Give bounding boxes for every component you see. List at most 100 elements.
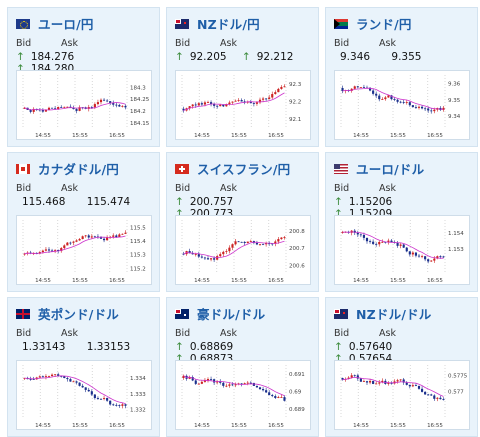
- price-chart[interactable]: 115.5 115.4 115.3 115.2 14:55 15:55 16:55: [16, 215, 152, 285]
- candle-body: [387, 240, 390, 243]
- x-tick-label: 16:55: [109, 278, 125, 284]
- price-values: 1.33143 1.33153: [16, 341, 142, 353]
- gb-flag: [16, 308, 30, 319]
- candle-body: [411, 385, 414, 387]
- candle-body: [255, 385, 259, 388]
- candle-body: [381, 99, 384, 100]
- candle-body: [44, 249, 48, 251]
- currency-pair[interactable]: 豪ドル/ドル: [197, 307, 266, 322]
- y-tick-label: 92.2: [289, 100, 301, 106]
- candle-body: [44, 376, 48, 377]
- moving-average-line: [24, 235, 126, 255]
- price-chart[interactable]: 1.334 1.333 1.332 14:55 15:55 16:55: [16, 360, 152, 430]
- price-chart[interactable]: 1.154 1.153 14:55 15:55 16:55: [334, 215, 470, 285]
- candle-body: [353, 86, 356, 89]
- candle-body: [41, 250, 44, 253]
- rate-card[interactable]: ランド/円 Bid Ask 9.346 9.355 9.36 9.35 9.34 14:…: [325, 7, 478, 147]
- candle-body: [237, 241, 240, 243]
- currency-pair[interactable]: 英ポンド/ドル: [38, 307, 119, 322]
- up-arrow-icon: ↑: [175, 353, 184, 365]
- up-arrow-icon: ↑: [334, 196, 343, 208]
- y-tick-label: 92.3: [289, 82, 302, 88]
- rate-card[interactable]: ユーロ/円 Bid Ask ↑ 184.276 ↑ 184.280 184.3 184.…: [7, 7, 160, 147]
- currency-pair[interactable]: カナダドル/円: [38, 162, 119, 177]
- candle-body: [390, 240, 393, 243]
- moving-average-line: [342, 231, 444, 259]
- candle-body: [99, 398, 103, 400]
- y-tick-label: 1.154: [448, 231, 464, 237]
- card-title[interactable]: スイスフラン/円: [175, 159, 290, 178]
- x-tick-label: 15:55: [231, 278, 247, 284]
- ask-label: Ask: [61, 328, 78, 339]
- candle-body: [41, 376, 44, 378]
- currency-pair[interactable]: ユーロ/円: [38, 17, 94, 32]
- price-chart[interactable]: 0.5775 0.577 14:55 15:55 16:55: [334, 360, 470, 430]
- candle-body: [231, 244, 234, 248]
- currency-pair[interactable]: NZドル/ドル: [356, 307, 432, 322]
- rate-card[interactable]: 英ポンド/ドル Bid Ask 1.33143 1.33153 1.334 1.33…: [7, 297, 160, 437]
- x-tick-label: 15:55: [72, 423, 88, 429]
- candle-body: [240, 100, 243, 102]
- price-chart[interactable]: 200.8 200.7 200.6 14:55 15:55 16:55: [175, 215, 311, 285]
- candle-body: [194, 254, 197, 255]
- price-chart[interactable]: 0.691 0.69 0.689 14:55 15:55 16:55: [175, 360, 311, 430]
- x-tick-label: 15:55: [72, 133, 88, 139]
- candle-body: [411, 252, 414, 255]
- candle-body: [228, 247, 231, 252]
- rate-card[interactable]: 豪ドル/ドル Bid Ask ↑ 0.68869 ↑ 0.68873 0.691 0.6…: [166, 297, 319, 437]
- card-title[interactable]: NZドル/円: [175, 14, 260, 33]
- card-title[interactable]: カナダドル/円: [16, 159, 119, 178]
- rate-card[interactable]: スイスフラン/円 Bid Ask ↑ 200.757 ↑ 200.773 200.8 2…: [166, 152, 319, 292]
- x-tick-label: 15:55: [231, 423, 247, 429]
- up-arrow-icon: ↑: [16, 51, 25, 63]
- card-title[interactable]: 英ポンド/ドル: [16, 304, 119, 323]
- moving-average-line: [342, 376, 444, 397]
- candle-body: [102, 238, 106, 241]
- up-arrow-icon: ↑: [334, 208, 343, 220]
- candle-body: [115, 404, 118, 406]
- candle-body: [191, 253, 194, 255]
- y-tick-label: 1.333: [130, 392, 146, 398]
- price-labels: Bid Ask: [334, 328, 424, 339]
- currency-pair[interactable]: ユーロ/ドル: [356, 162, 425, 177]
- candle-body: [252, 382, 255, 386]
- candle-body: [197, 383, 200, 385]
- card-title[interactable]: ランド/円: [334, 14, 412, 33]
- candle-body: [66, 378, 69, 380]
- rate-card[interactable]: カナダドル/円 Bid Ask 115.468 115.474 115.5 115.…: [7, 152, 160, 292]
- card-title[interactable]: ユーロ/円: [16, 14, 94, 33]
- candle-body: [99, 99, 103, 103]
- candle-body: [341, 378, 344, 380]
- candle-body: [381, 380, 384, 383]
- candle-body: [268, 243, 271, 244]
- candle-body: [225, 385, 228, 387]
- moving-average-line: [183, 375, 285, 397]
- candle-body: [427, 259, 430, 262]
- candle-body: [54, 108, 57, 110]
- candle-body: [234, 241, 237, 245]
- bid-value: ↑ 1.15206: [334, 196, 393, 208]
- ask-label: Ask: [379, 183, 396, 194]
- candle-body: [121, 233, 124, 235]
- price-chart[interactable]: 92.3 92.2 92.1 14:55 15:55 16:55: [175, 70, 311, 140]
- candle-body: [399, 101, 402, 103]
- card-title[interactable]: 豪ドル/ドル: [175, 304, 265, 323]
- currency-pair[interactable]: NZドル/円: [197, 17, 260, 32]
- candle-body: [200, 103, 203, 105]
- rate-card[interactable]: ユーロ/ドル Bid Ask ↑ 1.15206 ↑ 1.15209 1.154 1.1…: [325, 152, 478, 292]
- price-chart[interactable]: 9.36 9.35 9.34 14:55 15:55 16:55: [334, 70, 470, 140]
- candle-body: [255, 242, 259, 245]
- candle-body: [203, 257, 207, 259]
- rate-card[interactable]: NZドル/ドル Bid Ask ↑ 0.57640 ↑ 0.57654 0.5775 0…: [325, 297, 478, 437]
- candle-body: [417, 106, 421, 108]
- bid-label: Bid: [16, 183, 32, 194]
- candle-body: [243, 241, 246, 243]
- candle-body: [197, 103, 200, 106]
- currency-pair[interactable]: スイスフラン/円: [197, 162, 291, 177]
- currency-pair[interactable]: ランド/円: [356, 17, 412, 32]
- candle-body: [362, 87, 366, 88]
- card-title[interactable]: NZドル/ドル: [334, 304, 432, 323]
- card-title[interactable]: ユーロ/ドル: [334, 159, 424, 178]
- price-chart[interactable]: 184.3 184.25 184.2 184.15 14:55 15:55 16:55: [16, 70, 152, 140]
- rate-card[interactable]: NZドル/円 Bid Ask ↑ 92.205 ↑ 92.212 92.3 92.2 92…: [166, 7, 319, 147]
